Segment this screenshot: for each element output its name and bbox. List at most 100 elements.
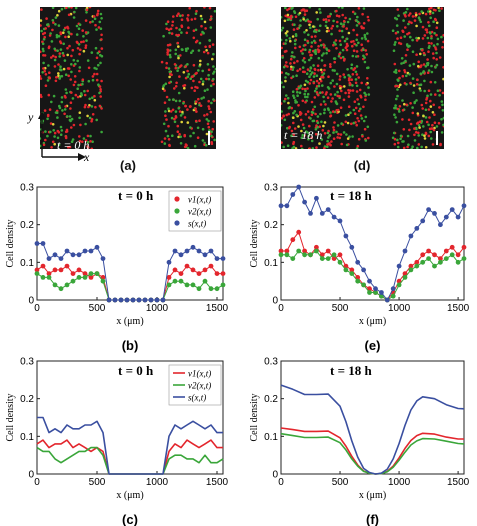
- cell-dot: [331, 97, 334, 100]
- data-point-v1: [414, 259, 420, 265]
- cell-dot: [81, 29, 84, 32]
- cell-dot: [315, 87, 318, 90]
- cell-dot: [319, 91, 322, 94]
- data-point-v1: [432, 252, 437, 258]
- cell-dot: [86, 134, 90, 138]
- cell-dot: [308, 48, 312, 52]
- x-axis-arrowhead: [78, 153, 86, 161]
- data-point-s: [384, 297, 390, 303]
- data-point-v1: [343, 263, 349, 269]
- cell-dot: [347, 79, 351, 82]
- scale-bar-a: [208, 131, 210, 145]
- cell-dot: [171, 20, 175, 24]
- cell-dot: [301, 52, 304, 55]
- series-line-v1: [280, 427, 464, 475]
- cell-dot: [204, 27, 207, 30]
- cell-dot: [51, 140, 55, 144]
- x-tick-label: 0: [34, 303, 40, 314]
- series-line-v2: [280, 432, 465, 475]
- cell-dot: [347, 73, 350, 77]
- cell-dot: [333, 69, 336, 72]
- cell-dot: [399, 83, 402, 87]
- cell-dot: [417, 36, 420, 40]
- data-point-v1: [443, 248, 449, 254]
- cell-dot: [172, 98, 175, 101]
- cell-dot: [186, 63, 189, 66]
- data-point-v1: [58, 267, 64, 273]
- cell-dot: [51, 123, 55, 126]
- cell-dot: [357, 76, 360, 79]
- cell-dot: [324, 93, 328, 96]
- cell-dot: [187, 26, 190, 30]
- cell-dot: [408, 64, 412, 67]
- cell-dot: [437, 121, 441, 125]
- cell-dot: [355, 19, 358, 22]
- cell-dot: [166, 43, 170, 47]
- cell-dot: [63, 94, 67, 98]
- cell-dot: [319, 79, 323, 83]
- cell-dot: [351, 73, 355, 76]
- cell-dot: [333, 85, 336, 88]
- data-point-v1: [136, 297, 142, 303]
- data-point-s: [148, 297, 154, 303]
- cell-dot: [344, 120, 348, 124]
- cell-dot: [409, 102, 412, 105]
- cell-dot: [53, 135, 56, 138]
- cell-dot: [282, 114, 285, 118]
- cell-dot: [346, 121, 350, 125]
- y-tick-label: 0.2: [20, 220, 34, 231]
- cell-dot: [418, 120, 422, 123]
- x-tick-label: 0: [278, 303, 284, 314]
- cell-dot: [284, 97, 287, 101]
- cell-dot: [293, 55, 296, 59]
- cell-dot: [315, 91, 319, 94]
- cell-dot: [166, 53, 169, 56]
- cell-dot: [409, 35, 412, 39]
- data-point-s: [337, 218, 343, 224]
- cell-dot: [438, 106, 441, 109]
- cell-dot: [398, 69, 401, 73]
- cell-dot: [85, 39, 88, 42]
- cell-dot: [300, 136, 304, 140]
- micrograph-a-cells: [40, 7, 216, 149]
- cell-dot: [50, 56, 53, 59]
- cell-dot: [393, 137, 397, 141]
- cell-dot: [312, 25, 315, 28]
- cell-dot: [340, 29, 344, 33]
- data-point-v1: [142, 297, 148, 303]
- cell-dot: [97, 63, 100, 67]
- cell-dot: [303, 83, 307, 87]
- cell-dot: [419, 72, 423, 75]
- cell-dot: [442, 116, 444, 120]
- series-line-v1: [36, 439, 223, 475]
- cell-dot: [402, 19, 405, 22]
- data-point-s: [461, 203, 467, 209]
- cell-dot: [328, 134, 331, 137]
- data-point-v2: [361, 282, 366, 288]
- cell-dot: [308, 23, 311, 27]
- cell-dot: [424, 116, 428, 119]
- cell-dot: [433, 81, 437, 84]
- cell-dot: [427, 50, 430, 53]
- cell-dot: [163, 137, 167, 140]
- cell-dot: [428, 31, 432, 34]
- data-point-s: [355, 259, 361, 265]
- cell-dot: [299, 112, 303, 115]
- cell-dot: [83, 105, 87, 109]
- cell-dot: [420, 103, 424, 107]
- cell-dot: [338, 39, 342, 43]
- cell-dot: [167, 138, 171, 141]
- cell-dot: [203, 114, 206, 117]
- cell-dot: [406, 32, 409, 36]
- data-point-s: [349, 244, 355, 250]
- cell-dot: [167, 109, 171, 113]
- cell-dot: [354, 81, 358, 85]
- cell-dot: [76, 47, 80, 50]
- cell-dot: [365, 53, 368, 56]
- cell-dot: [352, 28, 355, 32]
- cell-dot: [320, 138, 324, 141]
- cell-dot: [339, 133, 343, 136]
- cell-dot: [355, 123, 358, 127]
- cell-dot: [88, 116, 92, 120]
- cell-dot: [281, 26, 285, 30]
